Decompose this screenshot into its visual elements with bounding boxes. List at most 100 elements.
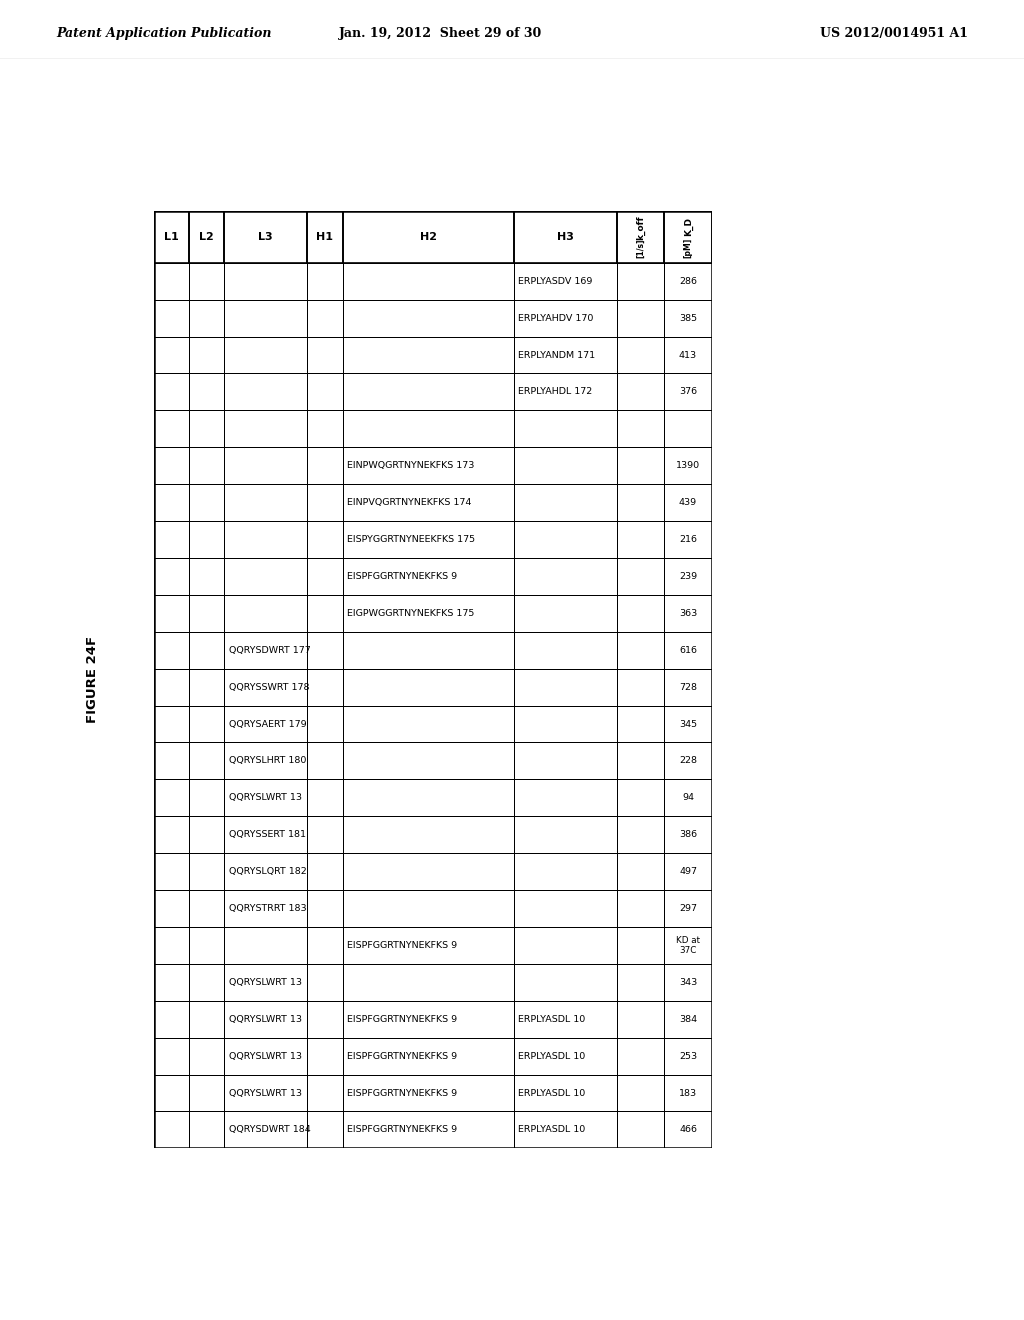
Bar bbox=[514, 1038, 617, 1074]
Text: FIGURE 24F: FIGURE 24F bbox=[86, 636, 98, 723]
Bar bbox=[665, 1074, 712, 1111]
Bar bbox=[617, 669, 665, 706]
Bar bbox=[665, 1038, 712, 1074]
Bar bbox=[617, 927, 665, 964]
Text: EISPYGGRTNYNEEKFKS 175: EISPYGGRTNYNEEKFKS 175 bbox=[347, 535, 475, 544]
Bar bbox=[307, 890, 343, 927]
Text: QQRYSDWRT 177: QQRYSDWRT 177 bbox=[229, 645, 310, 655]
Text: EINPVQGRTNYNEKFKS 174: EINPVQGRTNYNEKFKS 174 bbox=[347, 498, 471, 507]
Bar bbox=[189, 742, 224, 779]
Text: QQRYSLWRT 13: QQRYSLWRT 13 bbox=[229, 1015, 302, 1024]
Bar bbox=[154, 411, 189, 447]
Bar bbox=[189, 779, 224, 816]
Bar bbox=[514, 927, 617, 964]
Bar bbox=[665, 300, 712, 337]
Text: 728: 728 bbox=[679, 682, 697, 692]
Text: 94: 94 bbox=[682, 793, 694, 803]
Text: US 2012/0014951 A1: US 2012/0014951 A1 bbox=[819, 26, 968, 40]
Bar bbox=[189, 374, 224, 411]
Bar bbox=[665, 927, 712, 964]
Bar bbox=[224, 447, 307, 484]
Text: ERPLYASDL 10: ERPLYASDL 10 bbox=[518, 1052, 586, 1061]
Text: Patent Application Publication: Patent Application Publication bbox=[56, 26, 271, 40]
Bar bbox=[224, 411, 307, 447]
Bar bbox=[514, 964, 617, 1001]
Bar bbox=[154, 484, 189, 521]
Bar bbox=[154, 853, 189, 890]
Bar bbox=[224, 779, 307, 816]
Bar bbox=[307, 964, 343, 1001]
Text: KD at
37C: KD at 37C bbox=[676, 936, 700, 956]
Bar bbox=[154, 1111, 189, 1148]
Bar bbox=[307, 263, 343, 300]
Text: k_off: k_off bbox=[636, 215, 645, 240]
Text: QQRYSTRRT 183: QQRYSTRRT 183 bbox=[229, 904, 306, 913]
Bar bbox=[307, 706, 343, 742]
Bar bbox=[154, 558, 189, 595]
Bar bbox=[189, 484, 224, 521]
Bar bbox=[189, 337, 224, 374]
Bar bbox=[189, 816, 224, 853]
Bar bbox=[307, 1074, 343, 1111]
Text: 616: 616 bbox=[679, 645, 697, 655]
Bar bbox=[224, 742, 307, 779]
Bar bbox=[343, 263, 514, 300]
Bar bbox=[154, 816, 189, 853]
Bar bbox=[665, 632, 712, 669]
Bar bbox=[154, 300, 189, 337]
Bar bbox=[514, 263, 617, 300]
Bar bbox=[514, 521, 617, 558]
Bar bbox=[343, 300, 514, 337]
Text: QQRYSLWRT 13: QQRYSLWRT 13 bbox=[229, 1052, 302, 1061]
Text: ERPLYASDL 10: ERPLYASDL 10 bbox=[518, 1015, 586, 1024]
Bar bbox=[307, 632, 343, 669]
Bar bbox=[617, 337, 665, 374]
Bar bbox=[307, 779, 343, 816]
Text: ERPLYASDL 10: ERPLYASDL 10 bbox=[518, 1089, 586, 1097]
Text: 466: 466 bbox=[679, 1126, 697, 1134]
Text: QQRYSDWRT 184: QQRYSDWRT 184 bbox=[229, 1126, 310, 1134]
Bar bbox=[617, 411, 665, 447]
Bar bbox=[514, 374, 617, 411]
Bar bbox=[189, 1001, 224, 1038]
Text: 228: 228 bbox=[679, 756, 697, 766]
Text: QQRYSLWRT 13: QQRYSLWRT 13 bbox=[229, 978, 302, 987]
Text: H2: H2 bbox=[420, 232, 436, 242]
Bar bbox=[224, 964, 307, 1001]
Bar bbox=[189, 669, 224, 706]
Bar bbox=[343, 484, 514, 521]
Bar bbox=[617, 595, 665, 632]
Text: QQRYSSERT 181: QQRYSSERT 181 bbox=[229, 830, 306, 840]
Bar bbox=[307, 669, 343, 706]
Bar bbox=[514, 669, 617, 706]
Bar bbox=[189, 706, 224, 742]
Bar bbox=[224, 521, 307, 558]
Bar bbox=[617, 447, 665, 484]
Text: 439: 439 bbox=[679, 498, 697, 507]
Bar bbox=[224, 853, 307, 890]
Bar bbox=[224, 706, 307, 742]
Bar bbox=[665, 816, 712, 853]
Bar bbox=[343, 706, 514, 742]
Bar bbox=[189, 263, 224, 300]
Bar bbox=[514, 890, 617, 927]
Bar bbox=[224, 1001, 307, 1038]
Bar bbox=[154, 337, 189, 374]
Bar bbox=[665, 263, 712, 300]
Text: 376: 376 bbox=[679, 387, 697, 396]
Bar bbox=[307, 300, 343, 337]
Bar bbox=[224, 263, 307, 300]
Bar bbox=[514, 1111, 617, 1148]
Bar bbox=[665, 484, 712, 521]
Text: 497: 497 bbox=[679, 867, 697, 876]
Text: 343: 343 bbox=[679, 978, 697, 987]
Bar bbox=[343, 1001, 514, 1038]
Text: EISPFGGRTNYNEKFKS 9: EISPFGGRTNYNEKFKS 9 bbox=[347, 1126, 457, 1134]
Text: EINPWQGRTNYNEKFKS 173: EINPWQGRTNYNEKFKS 173 bbox=[347, 461, 474, 470]
Bar bbox=[617, 521, 665, 558]
Bar bbox=[665, 411, 712, 447]
Text: EISPFGGRTNYNEKFKS 9: EISPFGGRTNYNEKFKS 9 bbox=[347, 1052, 457, 1061]
Bar bbox=[343, 742, 514, 779]
Bar bbox=[617, 300, 665, 337]
Text: ERPLYASDV 169: ERPLYASDV 169 bbox=[518, 277, 593, 285]
